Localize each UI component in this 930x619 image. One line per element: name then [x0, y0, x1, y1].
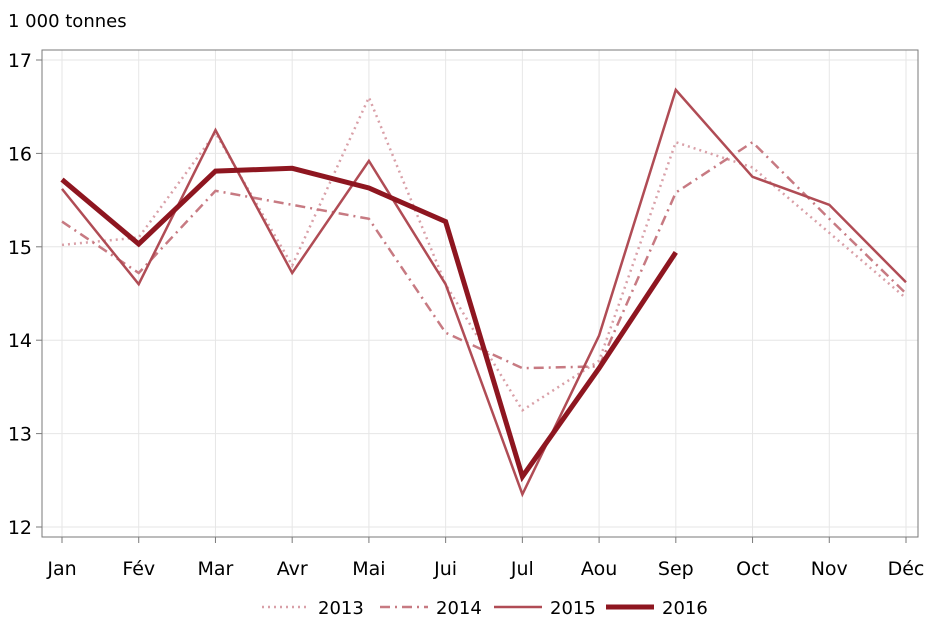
- grid-lines: [42, 50, 918, 537]
- series-line-2016: [60, 165, 678, 483]
- x-tick-label: Oct: [736, 558, 769, 580]
- y-tick-label: 16: [8, 143, 32, 165]
- y-axis-unit-label: 1 000 tonnes: [8, 11, 127, 32]
- plot-frame: [41, 49, 919, 538]
- y-axis: 12 13 14 15 16 17: [8, 50, 42, 539]
- y-tick-label: 13: [8, 424, 32, 446]
- y-tick-label: 12: [8, 517, 32, 539]
- legend-label-2013: 2013: [318, 598, 364, 619]
- x-tick-label: Mar: [198, 558, 234, 580]
- x-tick-label: Jan: [46, 558, 76, 580]
- series-lines: [60, 87, 907, 498]
- series-line-2013: [61, 94, 907, 413]
- y-tick-label: 15: [8, 237, 32, 259]
- x-tick-label: Mai: [352, 558, 385, 580]
- x-tick-label: Sep: [658, 558, 694, 580]
- x-tick-label: Avr: [277, 558, 308, 580]
- x-tick-label: Fév: [122, 558, 155, 580]
- legend-label-2014: 2014: [436, 598, 482, 619]
- series-line-2015: [61, 87, 907, 498]
- x-tick-label: Déc: [888, 558, 925, 580]
- legend-label-2015: 2015: [550, 598, 596, 619]
- x-tick-label: Jul: [510, 558, 534, 580]
- x-axis: Jan Fév Mar Avr Mai Jui Jul Aou Sep Oct Nov Déc: [46, 537, 924, 580]
- x-tick-label: Jui: [433, 558, 457, 580]
- series-line-2014: [61, 140, 907, 370]
- x-tick-label: Aou: [581, 558, 617, 580]
- y-tick-label: 14: [8, 330, 32, 352]
- x-tick-label: Nov: [811, 558, 848, 580]
- legend-label-2016: 2016: [662, 598, 708, 619]
- y-tick-label: 17: [8, 50, 32, 72]
- legend: 2013 2014 2015 2016: [262, 598, 708, 619]
